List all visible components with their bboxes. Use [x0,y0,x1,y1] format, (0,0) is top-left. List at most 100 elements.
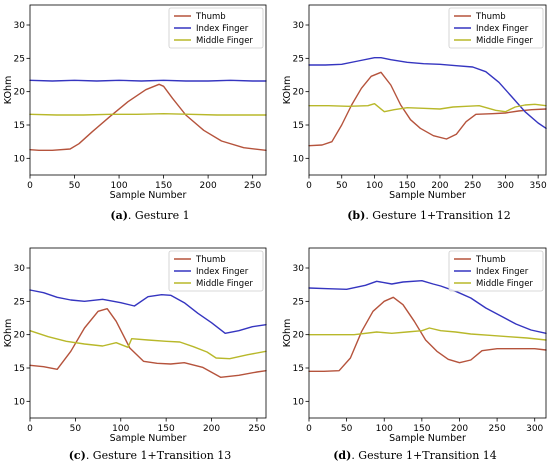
y-tick-label-d-1: 15 [293,364,304,374]
legend-label-b-0: Thumb [475,12,506,22]
y-tick-label-b-0: 10 [293,154,305,164]
caption-d-text: . Gesture 1+Transition 14 [351,449,497,462]
y-axis-label-c: KOhm [3,319,14,347]
caption-c: (c). Gesture 1+Transition 13 [30,449,270,462]
series-line-a-1 [29,79,267,82]
x-tick-label-c-4: 200 [203,424,220,434]
axes-frame-c [29,247,267,419]
x-tick-label-b-6: 300 [497,181,514,191]
panel-b: 0 50 100 150 200 250 300 350 10 15 20 25 30 Sample Nu… [282,4,547,201]
x-tick-label-a-2: 100 [110,181,127,191]
y-tick-label-a-1: 15 [14,121,25,131]
series-line-d-1 [308,280,547,334]
y-tick-label-a-3: 25 [14,54,25,64]
y-tick-label-a-2: 20 [14,88,26,98]
x-tick-label-c-0: 0 [27,424,33,434]
x-tick-label-b-2: 100 [366,181,383,191]
x-tick-label-a-0: 0 [27,181,33,191]
x-axis-label-d: Sample Number [389,433,466,444]
x-tick-label-a-4: 200 [200,181,217,191]
x-tick-label-d-2: 100 [376,424,393,434]
y-tick-label-c-4: 30 [14,264,26,274]
x-tick-label-c-1: 50 [70,424,82,434]
series-line-b-1 [308,57,547,130]
legend-a [168,7,264,49]
caption-b-label: (b) [347,209,366,222]
legend-b [448,7,544,49]
x-axis-label-b: Sample Number [389,190,466,201]
y-tick-label-d-0: 10 [293,397,305,407]
series-line-c-0 [29,308,267,378]
x-axis-label-a: Sample Number [110,190,187,201]
series-line-b-0 [308,71,547,147]
x-tick-label-c-2: 100 [112,424,129,434]
x-tick-label-a-5: 250 [244,181,261,191]
series-line-a-0 [29,83,267,152]
y-tick-label-b-3: 25 [293,54,304,64]
y-tick-label-c-1: 15 [14,364,25,374]
legend-label-c-2: Middle Finger [196,279,253,289]
y-tick-label-d-2: 20 [293,331,305,341]
series-line-c-1 [29,289,267,334]
x-tick-label-d-5: 250 [489,424,506,434]
y-tick-label-d-4: 30 [293,264,305,274]
x-tick-label-d-1: 50 [341,424,353,434]
y-tick-label-a-0: 10 [14,154,26,164]
caption-a: (a). Gesture 1 [30,209,270,222]
panel-d: 0 50 100 150 200 250 300 10 15 20 25 30 Sample Numbe… [282,247,547,444]
axes-frame-d [308,247,547,419]
x-tick-label-b-7: 350 [530,181,547,191]
y-axis-label-b: KOhm [282,76,293,104]
x-tick-label-a-1: 50 [69,181,81,191]
y-tick-label-d-3: 25 [293,297,304,307]
series-line-b-2 [308,102,547,113]
x-tick-label-d-4: 200 [451,424,468,434]
legend-label-b-2: Middle Finger [476,36,533,46]
caption-a-text: . Gesture 1 [127,209,190,222]
y-tick-label-c-0: 10 [14,397,26,407]
x-tick-label-d-3: 150 [413,424,430,434]
x-tick-label-c-5: 250 [248,424,265,434]
x-tick-label-b-4: 200 [431,181,448,191]
legend-label-b-1: Index Finger [476,24,529,34]
series-line-c-2 [29,330,267,360]
legend-label-a-1: Index Finger [196,24,249,34]
y-tick-label-a-4: 30 [14,21,26,31]
caption-c-text: . Gesture 1+Transition 13 [85,449,232,462]
caption-c-label: (c) [68,449,86,462]
y-tick-label-c-2: 20 [14,331,26,341]
legend-d [448,250,544,292]
caption-b: (b). Gesture 1+Transition 12 [308,209,550,222]
x-tick-label-b-1: 50 [336,181,348,191]
caption-d-label: (d) [333,449,352,462]
x-tick-label-b-0: 0 [306,181,312,191]
series-line-d-2 [308,327,547,341]
y-tick-label-c-3: 25 [14,297,25,307]
x-tick-label-d-6: 300 [526,424,543,434]
legend-label-d-1: Index Finger [476,267,529,277]
legend-label-c-1: Index Finger [196,267,249,277]
caption-d: (d). Gesture 1+Transition 14 [290,449,540,462]
y-tick-label-b-2: 20 [293,88,305,98]
caption-b-text: . Gesture 1+Transition 12 [365,209,511,222]
panel-a: 0 50 100 150 200 250 10 15 20 25 30 Sample Number KO… [3,4,267,201]
legend-label-c-0: Thumb [195,255,226,265]
axes-frame-b [308,4,547,176]
caption-a-label: (a) [110,209,128,222]
legend-label-a-2: Middle Finger [196,36,253,46]
y-tick-label-b-1: 15 [293,121,304,131]
y-axis-label-a: KOhm [3,76,14,104]
x-tick-label-a-3: 150 [155,181,172,191]
x-axis-label-c: Sample Number [110,433,187,444]
y-axis-label-d: KOhm [282,319,293,347]
panel-c: 0 50 100 150 200 250 10 15 20 25 30 Sample Number KO… [3,247,267,444]
legend-c [168,250,264,292]
series-line-a-2 [29,112,267,116]
y-tick-label-b-4: 30 [293,21,305,31]
x-tick-label-b-5: 250 [464,181,481,191]
x-tick-label-d-0: 0 [306,424,312,434]
legend-label-d-0: Thumb [475,255,506,265]
legend-label-d-2: Middle Finger [476,279,533,289]
x-tick-label-c-3: 150 [158,424,175,434]
